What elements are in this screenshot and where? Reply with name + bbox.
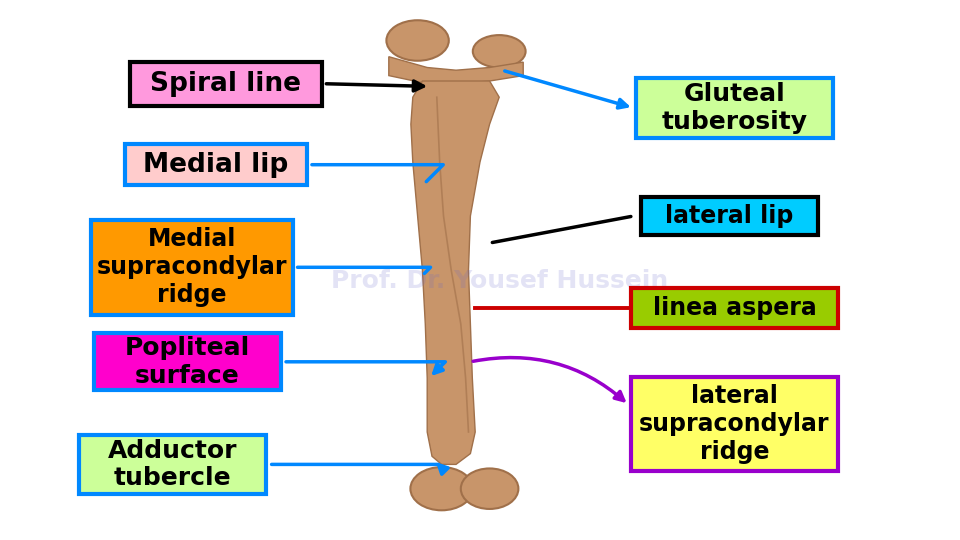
FancyBboxPatch shape [632, 287, 837, 328]
Text: Popliteal
surface: Popliteal surface [125, 336, 250, 388]
Text: lateral lip: lateral lip [665, 204, 794, 228]
FancyBboxPatch shape [636, 78, 832, 138]
FancyBboxPatch shape [632, 377, 837, 471]
Text: Medial lip: Medial lip [143, 152, 289, 178]
FancyBboxPatch shape [641, 197, 818, 235]
Text: Spiral line: Spiral line [150, 71, 301, 97]
Text: Adductor
tubercle: Adductor tubercle [108, 438, 237, 490]
Text: lateral
supracondylar
ridge: lateral supracondylar ridge [639, 384, 829, 464]
Ellipse shape [473, 35, 526, 68]
FancyBboxPatch shape [79, 435, 266, 494]
Text: linea aspera: linea aspera [653, 296, 816, 320]
Ellipse shape [411, 467, 472, 510]
Polygon shape [411, 81, 499, 464]
Ellipse shape [461, 468, 518, 509]
FancyBboxPatch shape [91, 220, 293, 314]
Text: Gluteal
tuberosity: Gluteal tuberosity [661, 82, 807, 134]
Text: Medial
supracondylar
ridge: Medial supracondylar ridge [97, 227, 287, 307]
FancyBboxPatch shape [130, 62, 322, 106]
Ellipse shape [386, 20, 449, 60]
FancyBboxPatch shape [94, 333, 280, 390]
FancyBboxPatch shape [125, 145, 307, 185]
Polygon shape [389, 57, 523, 84]
Text: Prof. Dr. Yousef Hussein: Prof. Dr. Yousef Hussein [330, 269, 668, 293]
